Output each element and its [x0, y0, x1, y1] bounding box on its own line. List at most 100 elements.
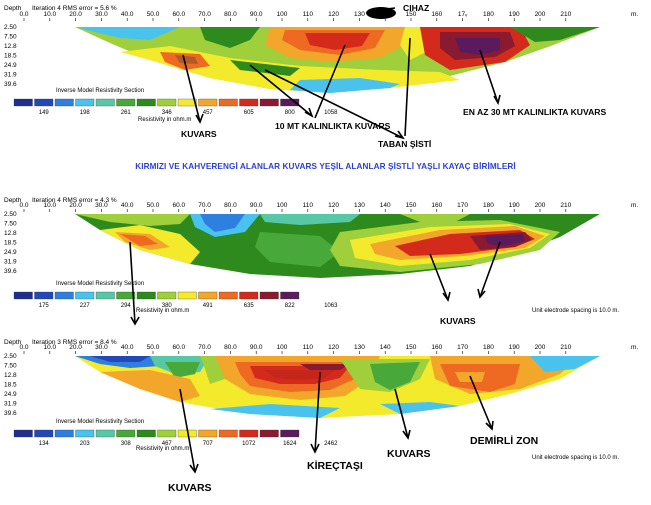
legend-value: 149 [39, 110, 50, 116]
legend-swatch [34, 429, 54, 438]
annotation-arrows [179, 371, 494, 474]
x-axis-unit: m. [631, 344, 638, 351]
legend-swatch [34, 291, 54, 300]
x-ticks: 0.0 10.0 20.0 30.0 40.0 50.0 60.0 70.0 80.0 90.0 1… [19, 11, 638, 21]
legend-swatch [239, 291, 259, 300]
y-tick-label: 18.5 [4, 382, 17, 389]
legend-swatch [259, 429, 279, 438]
x-tick-label: 50.0 [147, 344, 160, 351]
legend-unit: Resistivity in ohm.m [136, 308, 189, 314]
legend-value: 467 [162, 441, 173, 447]
x-tick-label: 100 [277, 202, 288, 209]
legend-swatch [116, 429, 136, 438]
y-tick-label: 31.9 [4, 72, 17, 79]
legend-value: 203 [80, 441, 91, 447]
x-tick-label: 100 [277, 344, 288, 351]
color-legend: 175 227 294 380 491 635 822 1063 [13, 291, 338, 309]
legend-title: Inverse Model Resistivity Section [56, 88, 144, 94]
y-tick-label: 31.9 [4, 401, 17, 408]
x-tick-label: 90.0 [250, 11, 263, 18]
legend-swatch [259, 291, 279, 300]
legend-swatch [95, 98, 115, 107]
x-tick-label: 20.0 [69, 202, 82, 209]
legend-unit: Resistivity in ohm.m [136, 446, 189, 452]
x-tick-label: 50.0 [147, 11, 160, 18]
legend-value: 175 [39, 303, 50, 309]
y-tick-label: 39.6 [4, 81, 17, 88]
legend-value: 1058 [324, 110, 338, 116]
section-body [75, 27, 600, 93]
y-tick-label: 39.6 [4, 268, 17, 275]
x-tick-label: 30.0 [95, 344, 108, 351]
iteration-title: Iteration 3 RMS error = 8.4 % [32, 339, 117, 346]
x-tick-label: 40.0 [121, 11, 134, 18]
x-tick-label: 40.0 [121, 202, 134, 209]
y-tick-label: 24.9 [4, 391, 17, 398]
x-tick-label: 190 [509, 202, 520, 209]
legend-swatch [280, 291, 300, 300]
x-tick-label: 180 [483, 11, 494, 18]
y-tick-label: 2.50 [4, 353, 17, 360]
x-ticks: 0.0 10.0 20.0 30.0 40.0 50.0 60.0 70.0 80.0 90.0 1… [19, 344, 638, 354]
x-tick-label: 10.0 [43, 11, 56, 18]
y-ticks: 2.50 7.50 12.8 18.5 24.9 31.9 39.6 [4, 211, 17, 275]
x-tick-label: 80.0 [224, 202, 237, 209]
legend-value: 227 [80, 303, 91, 309]
x-tick-label: 120 [328, 344, 339, 351]
electrode-note: Unit electrode spacing is 10.0 m. [532, 308, 619, 314]
y-tick-label: 12.8 [4, 230, 17, 237]
legend-swatch [116, 291, 136, 300]
x-tick-label: 180 [483, 202, 494, 209]
legend-value: 308 [121, 441, 132, 447]
x-tick-label: 120 [328, 11, 339, 18]
x-tick-label: 40.0 [121, 344, 134, 351]
legend-value: 491 [203, 303, 214, 309]
x-tick-label: 20.0 [69, 11, 82, 18]
y-tick-label: 2.50 [4, 24, 17, 31]
x-tick-label: 170 [457, 202, 468, 209]
legend-swatch [218, 98, 238, 107]
legend-value: 822 [285, 303, 296, 309]
annotation-kuvars-2: KUVARS [440, 316, 476, 326]
legend-swatch [177, 291, 197, 300]
section-panel-3: Depth Iteration 3 RMS error = 8.4 % 0.0 1… [0, 334, 651, 500]
y-ticks: 2.50 7.50 12.8 18.5 24.9 31.9 39.6 [4, 24, 17, 88]
x-tick-label: 60.0 [172, 202, 185, 209]
x-tick-label: 210 [560, 344, 571, 351]
section-body [75, 356, 600, 418]
x-tick-label: 210 [560, 202, 571, 209]
legend-swatch [259, 98, 279, 107]
annotation-arrows [129, 241, 501, 326]
y-tick-label: 18.5 [4, 240, 17, 247]
x-tick-label: 150 [406, 202, 417, 209]
legend-swatch [13, 291, 33, 300]
x-tick-label: 130 [354, 202, 365, 209]
x-tick-label: 60.0 [172, 11, 185, 18]
x-axis-unit: m. [631, 11, 638, 18]
x-tick-label: 190 [509, 11, 520, 18]
legend-swatch [198, 291, 218, 300]
electrode-note: Unit electrode spacing is 10.0 m. [532, 455, 619, 461]
legend-swatch [13, 98, 33, 107]
annotation-kuvars-3b: KUVARS [168, 482, 212, 494]
x-tick-label: 160 [431, 344, 442, 351]
legend-swatch [157, 291, 177, 300]
legend-swatch [54, 98, 74, 107]
y-tick-label: 7.50 [4, 221, 17, 228]
y-tick-label: 2.50 [4, 211, 17, 218]
y-tick-label: 7.50 [4, 363, 17, 370]
x-tick-label: 10.0 [43, 344, 56, 351]
legend-swatch [198, 429, 218, 438]
legend-swatch [239, 98, 259, 107]
x-tick-label: 190 [509, 344, 520, 351]
x-tick-label: 90.0 [250, 202, 263, 209]
y-ticks: 2.50 7.50 12.8 18.5 24.9 31.9 39.6 [4, 353, 17, 417]
legend-swatch [239, 429, 259, 438]
legend-value: 198 [80, 110, 91, 116]
legend-swatch [157, 98, 177, 107]
x-tick-label: 80.0 [224, 344, 237, 351]
x-tick-label: 80.0 [224, 11, 237, 18]
y-tick-label: 31.9 [4, 259, 17, 266]
legend-swatch [95, 429, 115, 438]
x-tick-label: 110 [303, 344, 314, 351]
